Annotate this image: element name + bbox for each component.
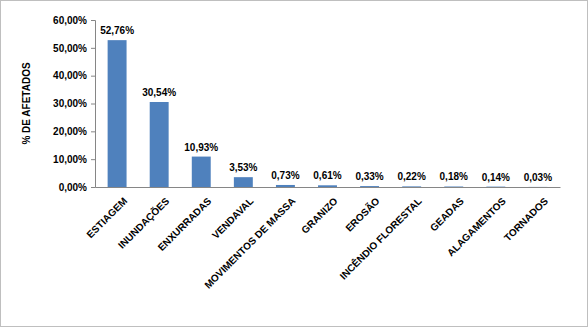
bars bbox=[108, 40, 548, 187]
y-tick-label: 60,00% bbox=[53, 15, 87, 26]
bar bbox=[276, 185, 295, 187]
y-tick: 0,00% bbox=[59, 182, 95, 193]
bar bbox=[360, 186, 379, 187]
y-tick-mark bbox=[91, 104, 95, 105]
x-tick-label: MOVIMENTOS DE MASSA bbox=[202, 195, 297, 290]
bar bbox=[150, 102, 169, 187]
data-label: 0,73% bbox=[271, 170, 299, 181]
y-tick-label: 10,00% bbox=[53, 154, 87, 165]
data-label: 0,18% bbox=[440, 171, 468, 182]
x-tick: GRANIZO bbox=[299, 187, 340, 236]
x-tick-label: GEADAS bbox=[428, 195, 466, 233]
frame bbox=[1, 1, 588, 327]
x-axis: ESTIAGEMINUNDAÇÕESENXURRADASVENDAVALMOVI… bbox=[85, 187, 561, 291]
data-label: 3,53% bbox=[229, 162, 257, 173]
bar bbox=[192, 157, 211, 187]
y-tick: 50,00% bbox=[53, 43, 95, 54]
y-tick: 40,00% bbox=[53, 70, 95, 81]
bar bbox=[108, 40, 127, 187]
x-tick-label: VENDAVAL bbox=[210, 195, 256, 241]
y-tick-label: 20,00% bbox=[53, 126, 87, 137]
y-tick-mark bbox=[91, 20, 95, 21]
x-tick-label: GRANIZO bbox=[299, 195, 340, 236]
y-tick: 10,00% bbox=[53, 154, 95, 165]
data-label: 0,22% bbox=[397, 171, 425, 182]
x-tick-label: INCÊNDIO FLORESTAL bbox=[337, 195, 424, 282]
bar bbox=[486, 186, 505, 187]
x-tick-label: ALAGAMENTOS bbox=[445, 195, 508, 258]
y-axis-title: % DE AFETADOS bbox=[21, 62, 32, 145]
data-label: 52,76% bbox=[100, 25, 134, 36]
x-tick-label: ESTIAGEM bbox=[85, 195, 130, 240]
data-label: 30,54% bbox=[142, 87, 176, 98]
y-tick-label: 40,00% bbox=[53, 70, 87, 81]
y-tick-label: 0,00% bbox=[59, 182, 87, 193]
y-tick: 30,00% bbox=[53, 98, 95, 109]
x-tick-label: ENXURRADAS bbox=[156, 195, 214, 253]
x-tick: EROSÃO bbox=[343, 187, 382, 234]
y-tick: 60,00% bbox=[53, 15, 95, 26]
data-label: 0,14% bbox=[482, 172, 510, 183]
bar bbox=[234, 177, 253, 187]
y-tick-label: 50,00% bbox=[53, 43, 87, 54]
x-tick: ESTIAGEM bbox=[85, 187, 130, 240]
y-tick-mark bbox=[91, 48, 95, 49]
data-labels: 52,76% 30,54% 10,93% 3,53% 0,73% 0,61% 0,33% 0,… bbox=[100, 25, 552, 183]
data-label: 0,61% bbox=[313, 170, 341, 181]
bar bbox=[444, 186, 463, 187]
x-axis-line bbox=[96, 187, 561, 188]
data-label: 10,93% bbox=[184, 142, 218, 153]
x-tick: INCÊNDIO FLORESTAL bbox=[337, 187, 424, 282]
data-label: 0,03% bbox=[524, 172, 552, 183]
x-tick-label: TORNADOS bbox=[502, 195, 550, 243]
x-tick: ALAGAMENTOS bbox=[445, 187, 508, 258]
x-tick: MOVIMENTOS DE MASSA bbox=[202, 187, 297, 291]
y-axis-line bbox=[91, 21, 96, 188]
bar bbox=[318, 185, 337, 187]
y-tick-mark bbox=[91, 187, 95, 188]
x-tick: ENXURRADAS bbox=[156, 187, 214, 253]
x-tick: VENDAVAL bbox=[210, 187, 256, 241]
y-tick-mark bbox=[91, 131, 95, 132]
bar bbox=[402, 186, 421, 187]
y-tick-mark bbox=[91, 76, 95, 77]
bar bbox=[528, 186, 547, 187]
x-tick: TORNADOS bbox=[502, 187, 550, 243]
data-label: 0,33% bbox=[355, 171, 383, 182]
chart: 0,00% 10,00% 20,00% 30,00% 40,00% 50,00% 60,00… bbox=[0, 0, 588, 327]
y-tick: 20,00% bbox=[53, 126, 95, 137]
y-axis: 0,00% 10,00% 20,00% 30,00% 40,00% 50,00% 60,00… bbox=[53, 15, 95, 193]
x-tick-label: EROSÃO bbox=[343, 194, 382, 233]
x-tick: GEADAS bbox=[428, 187, 466, 233]
y-tick-label: 30,00% bbox=[53, 98, 87, 109]
plot: 0,00% 10,00% 20,00% 30,00% 40,00% 50,00% 60,00… bbox=[53, 15, 560, 291]
y-tick-mark bbox=[91, 159, 95, 160]
